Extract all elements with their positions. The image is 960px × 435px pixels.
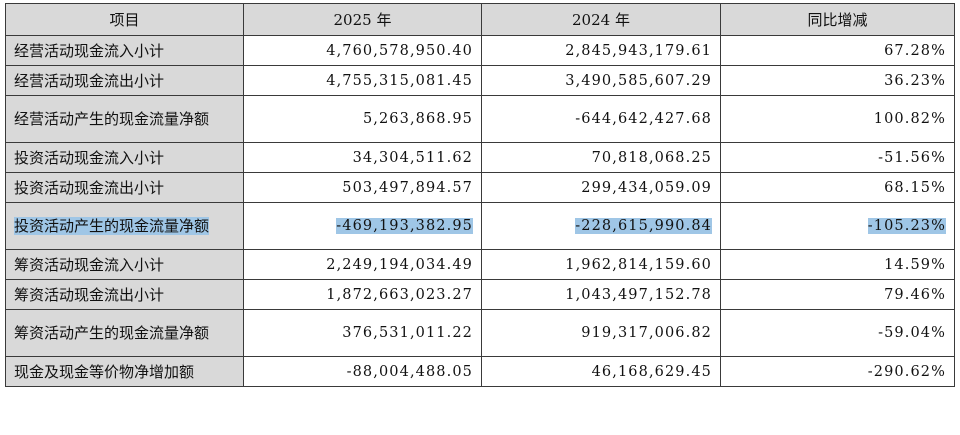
value-2025-text: 4,755,315,081.45 <box>326 72 473 89</box>
table-row: 筹资活动现金流入小计 2,249,194,034.49 1,962,814,15… <box>5 249 955 280</box>
value-2025[interactable]: 5,263,868.95 <box>243 95 482 143</box>
value-2025-text: 376,531,011.22 <box>342 325 473 341</box>
cash-flow-table: 项目 2025 年 2024 年 同比增减 经营活动现金流入小计 4,760,5… <box>5 3 955 387</box>
header-yoy-change: 同比增减 <box>720 3 955 36</box>
value-2024-text-selected: -228,615,990.84 <box>575 218 712 234</box>
row-label[interactable]: 投资活动产生的现金流量净额 <box>5 202 244 250</box>
value-2024-text: -644,642,427.68 <box>575 111 712 127</box>
row-label[interactable]: 投资活动现金流出小计 <box>5 172 244 203</box>
table-header-row: 项目 2025 年 2024 年 同比增减 <box>5 3 955 36</box>
row-label[interactable]: 筹资活动产生的现金流量净额 <box>5 309 244 357</box>
value-change-text: 79.46% <box>884 286 946 303</box>
value-2024[interactable]: -644,642,427.68 <box>481 95 721 143</box>
value-change[interactable]: 67.28% <box>720 35 955 66</box>
table-row: 经营活动产生的现金流量净额 5,263,868.95 -644,642,427.… <box>5 95 955 143</box>
header-item: 项目 <box>5 3 244 36</box>
value-change[interactable]: 100.82% <box>720 95 955 143</box>
value-2024[interactable]: 1,043,497,152.78 <box>481 279 721 310</box>
value-change[interactable]: -51.56% <box>720 142 955 173</box>
value-change[interactable]: 79.46% <box>720 279 955 310</box>
document-page: 项目 2025 年 2024 年 同比增减 经营活动现金流入小计 4,760,5… <box>5 3 955 387</box>
value-2025[interactable]: 376,531,011.22 <box>243 309 482 357</box>
value-2024[interactable]: 299,434,059.09 <box>481 172 721 203</box>
value-2025-text: 34,304,511.62 <box>352 149 473 166</box>
value-change-text: 14.59% <box>884 256 946 273</box>
row-label[interactable]: 投资活动现金流入小计 <box>5 142 244 173</box>
row-label[interactable]: 筹资活动现金流入小计 <box>5 249 244 280</box>
row-label-text: 经营活动产生的现金流量净额 <box>14 110 210 128</box>
value-2025[interactable]: 1,872,663,023.27 <box>243 279 482 310</box>
value-2024[interactable]: -228,615,990.84 <box>481 202 721 250</box>
row-label-text: 筹资活动现金流入小计 <box>14 255 165 274</box>
value-change-text: 36.23% <box>884 72 946 89</box>
value-2024[interactable]: 70,818,068.25 <box>481 142 721 173</box>
value-change-text: 67.28% <box>884 42 946 59</box>
table-row-selected: 投资活动产生的现金流量净额 -469,193,382.95 -228,615,9… <box>5 202 955 250</box>
value-change[interactable]: 68.15% <box>720 172 955 203</box>
value-2025-text: 5,263,868.95 <box>362 111 473 127</box>
value-2024-text: 299,434,059.09 <box>581 179 712 196</box>
value-change-text: 100.82% <box>873 111 946 127</box>
value-2024-text: 70,818,068.25 <box>591 149 712 166</box>
table-row: 投资活动现金流入小计 34,304,511.62 70,818,068.25 -… <box>5 142 955 173</box>
value-change-text: -51.56% <box>878 149 946 166</box>
table-row: 经营活动现金流入小计 4,760,578,950.40 2,845,943,17… <box>5 35 955 66</box>
table-row: 筹资活动现金流出小计 1,872,663,023.27 1,043,497,15… <box>5 279 955 310</box>
value-2024[interactable]: 1,962,814,159.60 <box>481 249 721 280</box>
value-2024[interactable]: 3,490,585,607.29 <box>481 65 721 96</box>
row-label-text: 经营活动现金流出小计 <box>14 71 165 90</box>
value-change-text: 68.15% <box>884 179 946 196</box>
value-2024-text: 1,962,814,159.60 <box>565 256 712 273</box>
value-2025[interactable]: -469,193,382.95 <box>243 202 482 250</box>
value-2025[interactable]: 4,755,315,081.45 <box>243 65 482 96</box>
row-label[interactable]: 经营活动现金流入小计 <box>5 35 244 66</box>
row-label[interactable]: 经营活动产生的现金流量净额 <box>5 95 244 143</box>
header-2025: 2025 年 <box>243 3 482 36</box>
value-2025-text-selected: -469,193,382.95 <box>336 218 473 234</box>
row-label-text: 投资活动现金流出小计 <box>14 178 165 197</box>
row-label[interactable]: 筹资活动现金流出小计 <box>5 279 244 310</box>
value-2024[interactable]: 919,317,006.82 <box>481 309 721 357</box>
value-2024[interactable]: 2,845,943,179.61 <box>481 35 721 66</box>
value-change[interactable]: 36.23% <box>720 65 955 96</box>
table-row: 经营活动现金流出小计 4,755,315,081.45 3,490,585,60… <box>5 65 955 96</box>
value-2025-text: 2,249,194,034.49 <box>326 256 473 273</box>
row-label-text-selected: 投资活动产生的现金流量净额 <box>14 217 210 235</box>
value-2024-text: 3,490,585,607.29 <box>565 72 712 89</box>
row-label-text: 筹资活动产生的现金流量净额 <box>14 324 210 342</box>
value-2025[interactable]: 503,497,894.57 <box>243 172 482 203</box>
row-label[interactable]: 经营活动现金流出小计 <box>5 65 244 96</box>
value-2025[interactable]: -88,004,488.05 <box>243 356 482 387</box>
value-2025[interactable]: 2,249,194,034.49 <box>243 249 482 280</box>
row-label-text: 现金及现金等价物净增加额 <box>14 362 195 381</box>
row-label-text: 经营活动现金流入小计 <box>14 41 165 60</box>
table-row: 筹资活动产生的现金流量净额 376,531,011.22 919,317,006… <box>5 309 955 357</box>
header-2024: 2024 年 <box>481 3 721 36</box>
value-2024[interactable]: 46,168,629.45 <box>481 356 721 387</box>
value-2025[interactable]: 4,760,578,950.40 <box>243 35 482 66</box>
value-2025-text: 4,760,578,950.40 <box>326 42 473 59</box>
value-2024-text: 2,845,943,179.61 <box>565 42 712 59</box>
value-change[interactable]: 14.59% <box>720 249 955 280</box>
value-change-text: -290.62% <box>867 363 946 380</box>
value-change-text: -59.04% <box>878 325 946 341</box>
row-label-text: 投资活动现金流入小计 <box>14 148 165 167</box>
table-row: 投资活动现金流出小计 503,497,894.57 299,434,059.09… <box>5 172 955 203</box>
value-2025[interactable]: 34,304,511.62 <box>243 142 482 173</box>
value-change-text-selected: -105.23% <box>867 218 946 234</box>
value-2025-text: 503,497,894.57 <box>342 179 473 196</box>
value-change[interactable]: -290.62% <box>720 356 955 387</box>
value-2025-text: 1,872,663,023.27 <box>326 286 473 303</box>
value-2024-text: 46,168,629.45 <box>591 363 712 380</box>
value-2025-text: -88,004,488.05 <box>346 363 473 380</box>
table-row: 现金及现金等价物净增加额 -88,004,488.05 46,168,629.4… <box>5 356 955 387</box>
value-2024-text: 1,043,497,152.78 <box>565 286 712 303</box>
value-2024-text: 919,317,006.82 <box>581 325 712 341</box>
value-change[interactable]: -105.23% <box>720 202 955 250</box>
value-change[interactable]: -59.04% <box>720 309 955 357</box>
row-label-text: 筹资活动现金流出小计 <box>14 285 165 304</box>
row-label[interactable]: 现金及现金等价物净增加额 <box>5 356 244 387</box>
